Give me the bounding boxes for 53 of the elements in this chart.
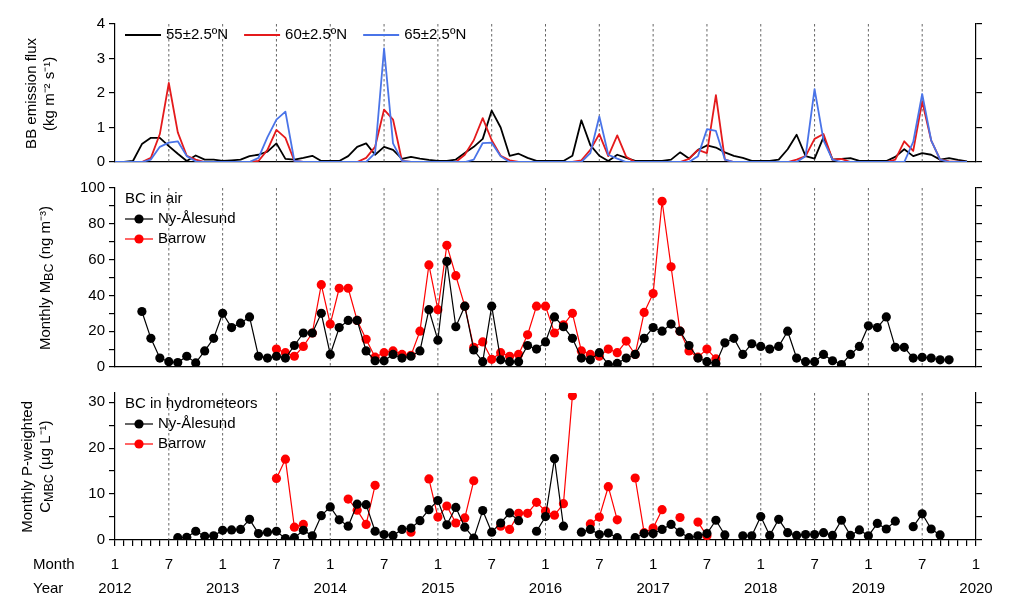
x-tick-label: 1 xyxy=(433,555,443,573)
y-tick-label: 60 xyxy=(88,249,105,267)
x2-tick-label: 2018 xyxy=(744,579,778,597)
legend-label: Ny-Ålesund xyxy=(158,209,236,227)
x2-tick-label: 2015 xyxy=(421,579,455,597)
legend-label: Ny-Ålesund xyxy=(158,414,236,432)
x-axis-title: Month xyxy=(33,555,75,573)
x-tick-label: 1 xyxy=(971,555,981,573)
y-tick-label: 80 xyxy=(88,213,105,231)
x-tick-label: 1 xyxy=(110,555,120,573)
x-tick-label: 7 xyxy=(379,555,389,573)
x-tick-label: 7 xyxy=(702,555,712,573)
legend-label: 65±2.5ºN xyxy=(404,25,467,43)
x-tick-label: 7 xyxy=(918,555,927,573)
x2-tick-label: 2013 xyxy=(205,579,240,597)
y-tick-label: 1 xyxy=(96,117,105,135)
x-tick-label: 7 xyxy=(164,555,173,573)
x-tick-label: 1 xyxy=(756,555,765,573)
y-tick-label: 10 xyxy=(88,484,105,502)
y-tick-label: 2 xyxy=(96,83,105,101)
x-tick-label: 1 xyxy=(218,555,227,573)
x2-tick-label: 2019 xyxy=(851,579,886,597)
legend-label: Barrow xyxy=(158,434,206,452)
x2-tick-label: 2020 xyxy=(959,579,993,597)
x-tick-label: 7 xyxy=(487,555,496,573)
legend-label: 60±2.5ºN xyxy=(285,25,348,43)
legend-title: BC in hydrometeors xyxy=(125,394,258,412)
y-tick-label: 20 xyxy=(88,438,105,456)
y-tick-label: 0 xyxy=(96,152,105,170)
x2-tick-label: 2012 xyxy=(98,579,132,597)
x-tick-label: 7 xyxy=(595,555,604,573)
legend-label: Barrow xyxy=(158,229,206,247)
x-tick-label: 7 xyxy=(272,555,281,573)
y-tick-label: 0 xyxy=(96,530,105,548)
x2-axis-title: Year xyxy=(33,579,64,597)
legend-label: 55±2.5ºN xyxy=(166,25,229,43)
y-tick-label: 30 xyxy=(88,392,105,410)
y-tick-label: 3 xyxy=(96,48,105,66)
x-tick-label: 1 xyxy=(864,555,873,573)
y-axis-title: BB emission flux (kg m⁻² s⁻¹) xyxy=(22,37,58,149)
y-tick-label: 100 xyxy=(79,178,105,196)
x2-tick-label: 2016 xyxy=(528,579,563,597)
legend-title: BC in air xyxy=(125,189,183,207)
y-tick-label: 40 xyxy=(88,285,105,303)
x2-tick-label: 2014 xyxy=(313,579,347,597)
x-tick-label: 1 xyxy=(326,555,335,573)
y-tick-label: 4 xyxy=(96,14,105,32)
x-tick-label: 1 xyxy=(648,555,658,573)
y-tick-label: 20 xyxy=(88,321,105,339)
x-tick-label: 1 xyxy=(541,555,550,573)
x2-tick-label: 2017 xyxy=(636,579,670,597)
y-tick-label: 0 xyxy=(96,357,105,375)
x-tick-label: 7 xyxy=(810,555,819,573)
